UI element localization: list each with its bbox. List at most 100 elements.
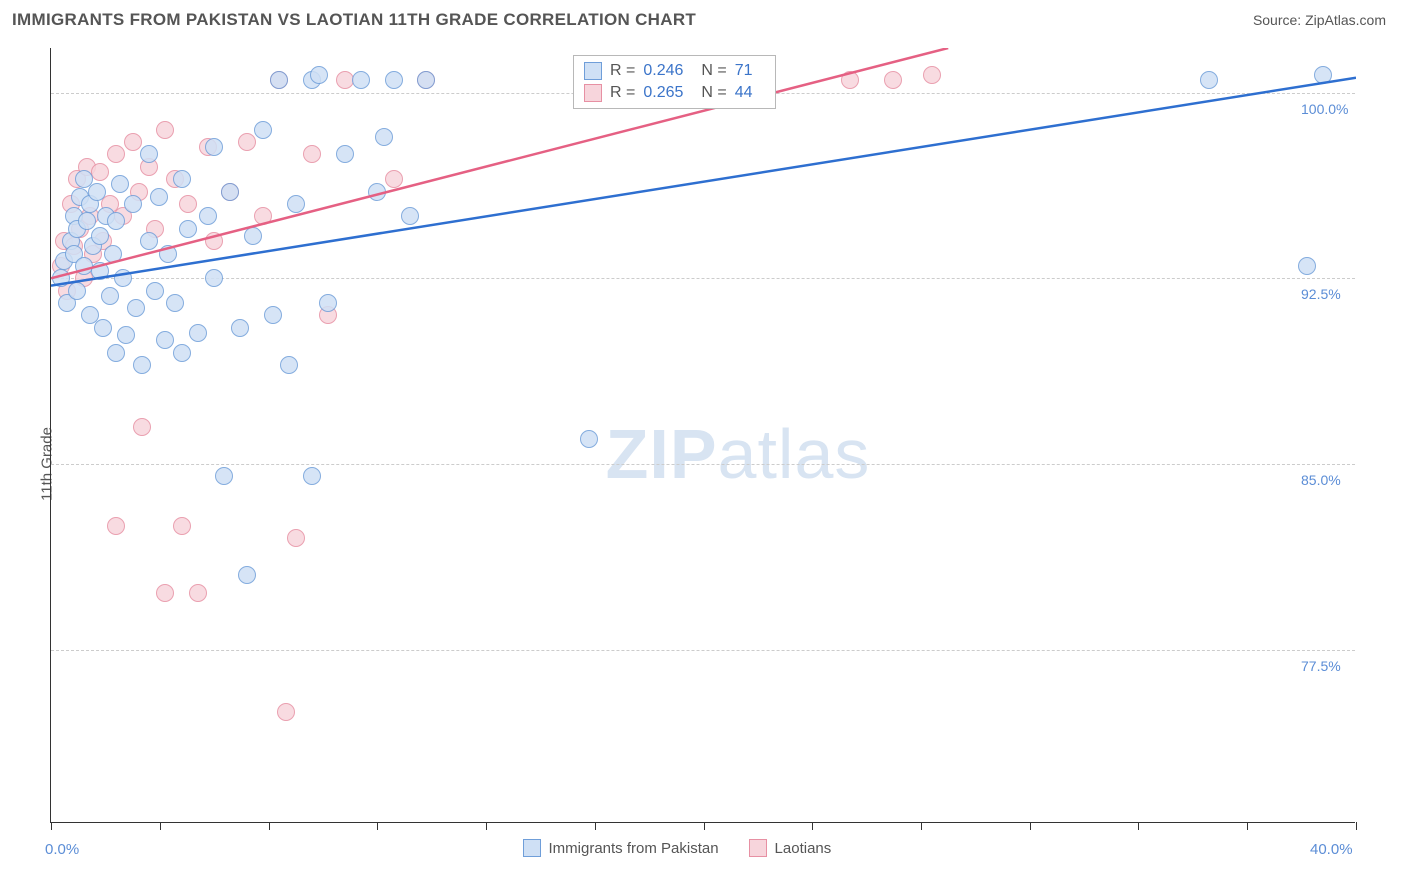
scatter-point (923, 66, 941, 84)
scatter-point (107, 517, 125, 535)
scatter-point (173, 517, 191, 535)
y-tick-label: 92.5% (1301, 286, 1341, 302)
scatter-point (385, 71, 403, 89)
scatter-point (91, 227, 109, 245)
x-tick (1356, 822, 1357, 830)
scatter-point (231, 319, 249, 337)
x-tick (1030, 822, 1031, 830)
scatter-point (215, 467, 233, 485)
gridline (51, 650, 1355, 651)
scatter-point (287, 529, 305, 547)
x-tick (921, 822, 922, 830)
x-tick (377, 822, 378, 830)
x-tick (595, 822, 596, 830)
scatter-point (133, 418, 151, 436)
scatter-point (270, 71, 288, 89)
y-tick-label: 100.0% (1301, 101, 1348, 117)
gridline (51, 464, 1355, 465)
scatter-point (179, 195, 197, 213)
scatter-point (127, 299, 145, 317)
stat-row: R =0.246N =71 (584, 60, 765, 82)
scatter-point (1200, 71, 1218, 89)
x-end-label: 40.0% (1310, 841, 1353, 858)
legend-item: Immigrants from Pakistan (523, 839, 719, 857)
stat-box: R =0.246N =71R =0.265N =44 (573, 55, 776, 109)
scatter-point (124, 133, 142, 151)
r-value: 0.265 (643, 82, 693, 104)
scatter-point (159, 245, 177, 263)
stat-row: R =0.265N =44 (584, 82, 765, 104)
scatter-point (336, 71, 354, 89)
scatter-point (166, 294, 184, 312)
scatter-point (156, 584, 174, 602)
chart-title: IMMIGRANTS FROM PAKISTAN VS LAOTIAN 11TH… (12, 10, 696, 30)
bottom-legend: Immigrants from Pakistan Laotians (523, 839, 832, 857)
r-label: R = (610, 82, 635, 104)
scatter-point (107, 344, 125, 362)
scatter-point (310, 66, 328, 84)
scatter-point (156, 331, 174, 349)
scatter-point (140, 145, 158, 163)
scatter-point (264, 306, 282, 324)
scatter-point (114, 269, 132, 287)
scatter-point (91, 262, 109, 280)
plot-area: ZIPatlas 77.5% 85.0% 92.5% 100.0% R =0.246N … (50, 48, 1355, 823)
x-tick (704, 822, 705, 830)
scatter-point (78, 212, 96, 230)
scatter-point (107, 145, 125, 163)
watermark: ZIPatlas (606, 414, 871, 494)
watermark-light: atlas (718, 415, 871, 493)
scatter-point (189, 584, 207, 602)
y-tick-label: 77.5% (1301, 658, 1341, 674)
y-tick-label: 85.0% (1301, 472, 1341, 488)
scatter-point (88, 183, 106, 201)
scatter-point (368, 183, 386, 201)
legend-swatch (523, 839, 541, 857)
scatter-point (254, 121, 272, 139)
scatter-point (280, 356, 298, 374)
scatter-point (179, 220, 197, 238)
gridline (51, 278, 1355, 279)
scatter-point (319, 294, 337, 312)
trend-lines (51, 48, 1356, 823)
legend-swatch (584, 62, 602, 80)
scatter-point (287, 195, 305, 213)
scatter-point (94, 319, 112, 337)
scatter-point (189, 324, 207, 342)
r-label: R = (610, 60, 635, 82)
scatter-point (303, 467, 321, 485)
scatter-point (124, 195, 142, 213)
scatter-point (91, 163, 109, 181)
scatter-point (117, 326, 135, 344)
scatter-point (146, 282, 164, 300)
scatter-point (238, 566, 256, 584)
chart-header: IMMIGRANTS FROM PAKISTAN VS LAOTIAN 11TH… (0, 0, 1406, 38)
scatter-point (205, 232, 223, 250)
scatter-point (1298, 257, 1316, 275)
x-tick (51, 822, 52, 830)
scatter-point (173, 170, 191, 188)
scatter-point (140, 232, 158, 250)
x-tick (1138, 822, 1139, 830)
scatter-point (352, 71, 370, 89)
n-value: 44 (735, 82, 765, 104)
scatter-point (221, 183, 239, 201)
scatter-point (417, 71, 435, 89)
scatter-point (101, 287, 119, 305)
scatter-point (75, 257, 93, 275)
legend-label: Laotians (775, 840, 832, 857)
scatter-point (111, 175, 129, 193)
scatter-point (375, 128, 393, 146)
scatter-point (107, 212, 125, 230)
scatter-point (199, 207, 217, 225)
scatter-point (385, 170, 403, 188)
x-tick (486, 822, 487, 830)
scatter-point (580, 430, 598, 448)
legend-label: Immigrants from Pakistan (549, 840, 719, 857)
scatter-point (205, 269, 223, 287)
scatter-point (1314, 66, 1332, 84)
scatter-point (133, 356, 151, 374)
scatter-point (841, 71, 859, 89)
x-start-label: 0.0% (45, 841, 79, 858)
scatter-point (238, 133, 256, 151)
